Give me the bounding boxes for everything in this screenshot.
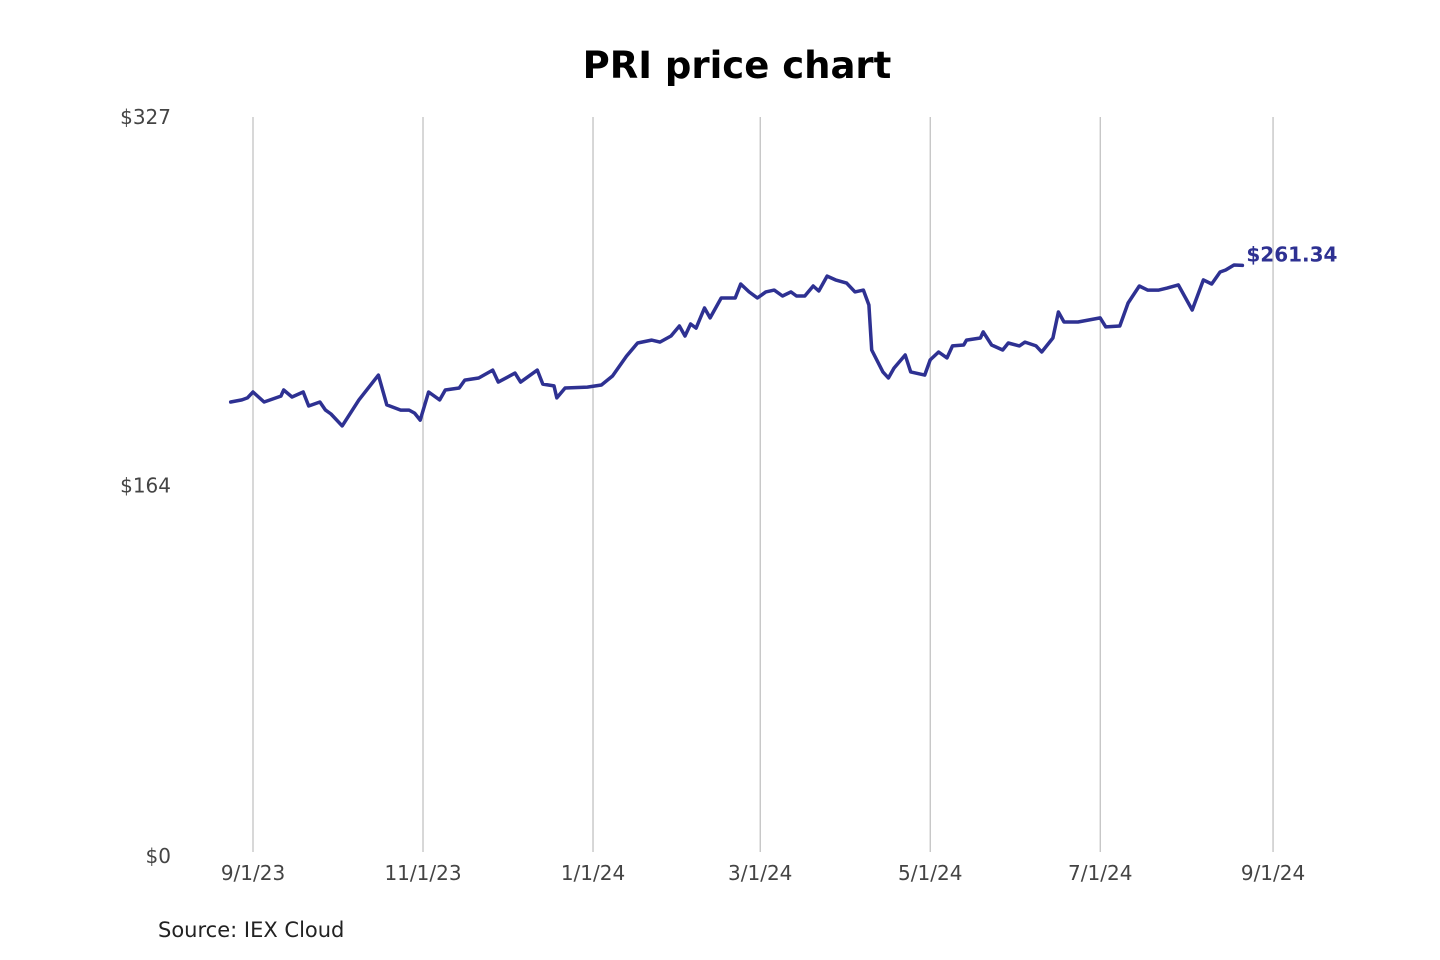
price-line (228, 263, 1245, 428)
y-tick-label: $327 (120, 105, 171, 129)
x-tick-label: 9/1/23 (221, 861, 285, 885)
chart-title: PRI price chart (582, 44, 892, 87)
x-tick-label: 9/1/24 (1241, 861, 1305, 885)
x-tick-label: 5/1/24 (898, 861, 962, 885)
x-tick-label: 1/1/24 (561, 861, 625, 885)
last-price-label: $261.34 (1246, 242, 1337, 266)
y-tick-label: $164 (120, 473, 171, 497)
source-note: Source: IEX Cloud (158, 918, 345, 942)
x-tick-label: 11/1/23 (384, 861, 461, 885)
x-tick-label: 3/1/24 (728, 861, 792, 885)
y-tick-label: $0 (146, 844, 171, 868)
x-tick-label: 7/1/24 (1068, 861, 1132, 885)
